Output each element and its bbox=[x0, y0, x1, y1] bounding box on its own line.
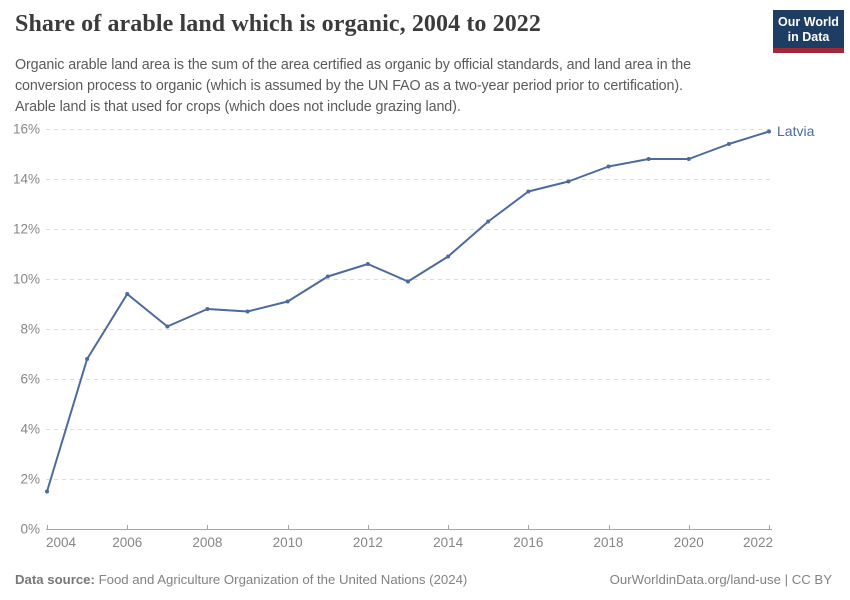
y-tick-label: 2% bbox=[20, 472, 40, 487]
data-point bbox=[245, 309, 250, 314]
y-tick-label: 8% bbox=[20, 322, 40, 337]
x-tick-label: 2010 bbox=[273, 535, 303, 550]
credit: OurWorldinData.org/land-use | CC BY bbox=[610, 572, 832, 587]
credit-divider: | bbox=[780, 572, 792, 587]
chart-subtitle-line: Organic arable land area is the sum of t… bbox=[15, 57, 691, 73]
data-point bbox=[526, 189, 531, 194]
y-tick-label: 16% bbox=[13, 122, 40, 137]
x-tick-label: 2020 bbox=[674, 535, 704, 550]
x-tick-label: 2016 bbox=[513, 535, 543, 550]
x-tick-label: 2018 bbox=[594, 535, 624, 550]
data-point bbox=[686, 157, 691, 161]
y-tick-label: 0% bbox=[20, 522, 40, 537]
data-source-label: Data source: bbox=[15, 572, 95, 587]
data-point bbox=[85, 357, 90, 361]
data-point bbox=[165, 324, 170, 329]
data-point bbox=[726, 142, 731, 146]
chart-footer: Data source: Food and Agriculture Organi… bbox=[15, 572, 832, 587]
x-tick-label: 2008 bbox=[192, 535, 222, 550]
chart-subtitle: Organic arable land area is the sum of t… bbox=[15, 55, 691, 118]
y-tick-label: 14% bbox=[13, 172, 40, 187]
x-tick-label: 2022 bbox=[743, 535, 773, 550]
x-tick-label: 2012 bbox=[353, 535, 383, 550]
credit-license-link[interactable]: CC BY bbox=[791, 572, 832, 587]
series-end-label: Latvia bbox=[777, 123, 815, 139]
chart-subtitle-line: Arable land is that used for crops (whic… bbox=[15, 99, 461, 115]
chart-title: Share of arable land which is organic, 2… bbox=[15, 11, 542, 37]
data-point bbox=[285, 299, 290, 304]
data-source: Data source: Food and Agriculture Organi… bbox=[15, 572, 467, 587]
data-source-text: Food and Agriculture Organization of the… bbox=[98, 572, 468, 587]
data-point bbox=[45, 489, 49, 494]
data-point bbox=[406, 279, 410, 284]
owid-logo-line2: in Data bbox=[787, 29, 830, 44]
data-point bbox=[446, 254, 451, 259]
data-point bbox=[646, 157, 651, 161]
y-tick-label: 4% bbox=[20, 422, 40, 437]
x-tick-label: 2006 bbox=[112, 535, 142, 550]
data-line bbox=[46, 130, 770, 493]
y-tick-label: 12% bbox=[13, 222, 40, 237]
owid-logo-line1: Our World bbox=[778, 15, 839, 29]
chart-subtitle-line: conversion process to organic (which is … bbox=[15, 78, 683, 94]
x-tick-label: 2004 bbox=[46, 535, 77, 550]
x-tick-label: 2014 bbox=[433, 535, 464, 550]
y-tick-label: 6% bbox=[20, 372, 40, 387]
y-tick-label: 10% bbox=[13, 272, 40, 287]
data-point bbox=[566, 179, 571, 184]
data-point bbox=[205, 307, 210, 311]
data-point bbox=[486, 219, 491, 224]
owid-logo[interactable]: Our World in Data bbox=[773, 10, 844, 53]
credit-url-link[interactable]: OurWorldinData.org/land-use bbox=[609, 572, 781, 587]
data-point bbox=[767, 129, 771, 134]
data-point bbox=[325, 274, 330, 279]
data-point bbox=[125, 292, 130, 296]
data-point bbox=[365, 262, 370, 266]
data-point bbox=[606, 164, 611, 169]
